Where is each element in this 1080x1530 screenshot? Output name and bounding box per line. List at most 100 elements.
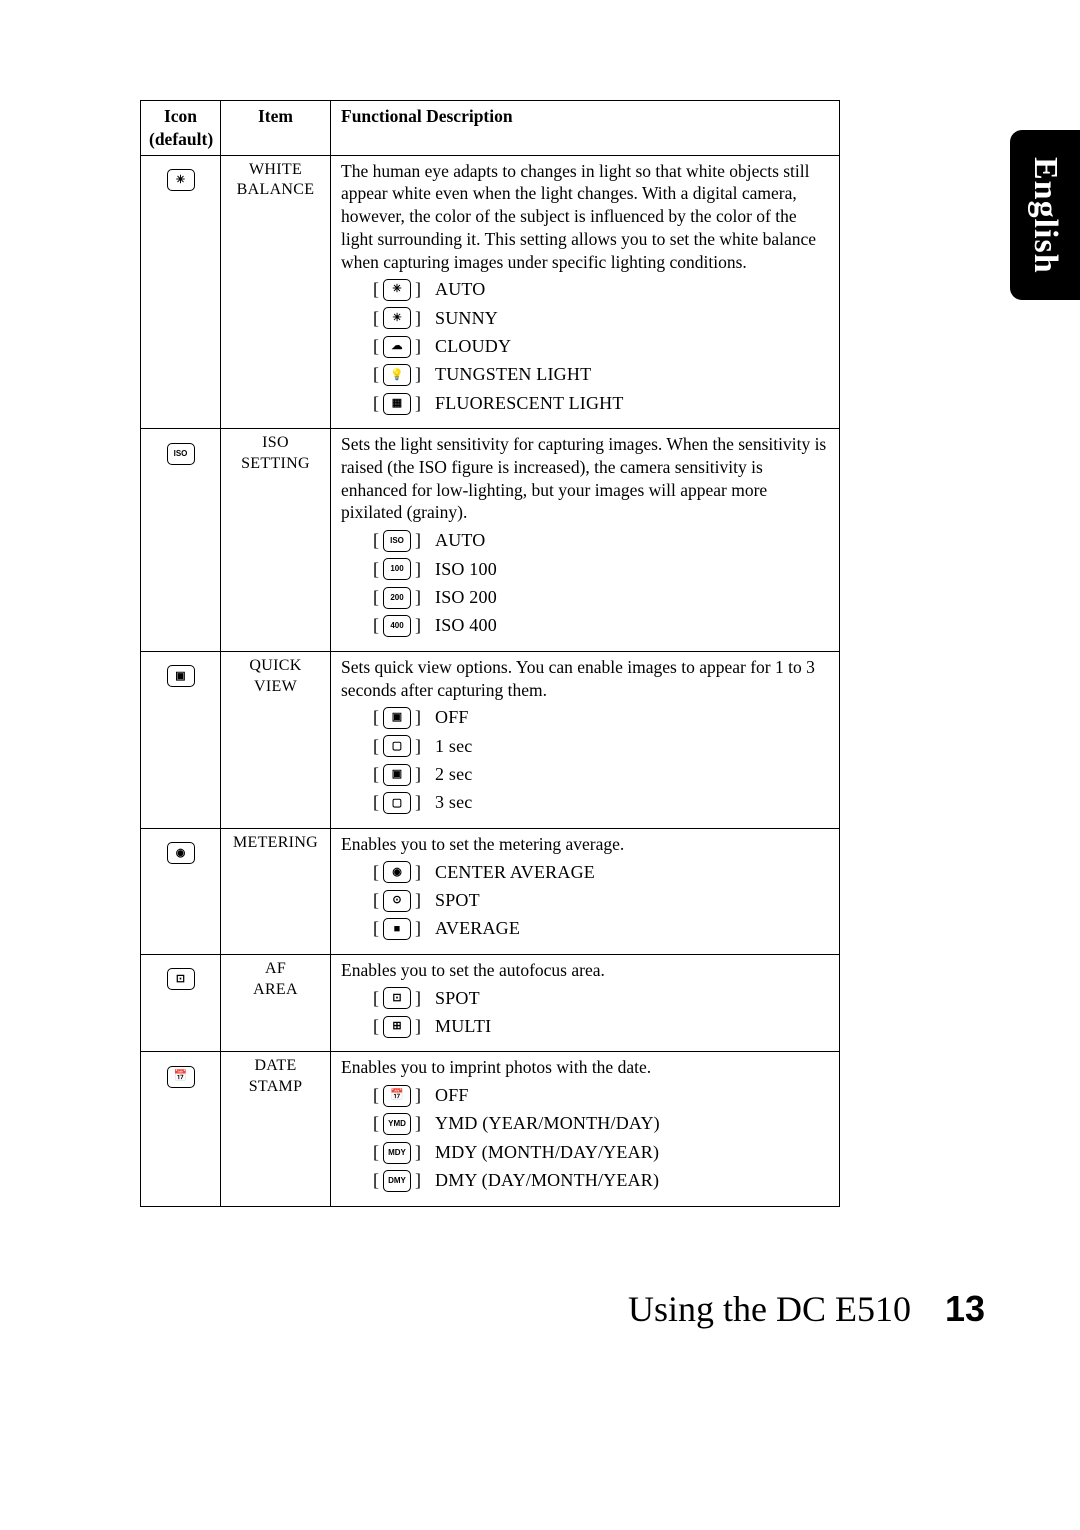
option-row: ▦ FLUORESCENT LIGHT	[373, 392, 829, 415]
option-row: MDY MDY (MONTH/DAY/YEAR)	[373, 1141, 829, 1164]
option-icon-bracket: 200	[373, 586, 421, 609]
option-icon: 400	[383, 615, 411, 637]
row-options: 📅OFFYMDYMD (YEAR/MONTH/DAY)MDYMDY (MONTH…	[373, 1084, 829, 1193]
row-options: ISOAUTO100ISO 100200ISO 200400ISO 400	[373, 529, 829, 638]
option-row: ▢ 3 sec	[373, 791, 829, 814]
row-item-cell: QUICKVIEW	[221, 651, 331, 828]
option-label: OFF	[435, 1084, 469, 1107]
option-label: MULTI	[435, 1015, 491, 1038]
option-label: 2 sec	[435, 763, 472, 786]
option-icon-bracket: ▦	[373, 392, 421, 415]
option-label: AUTO	[435, 278, 485, 301]
row-desc-cell: Enables you to set the metering average.…	[331, 828, 840, 954]
option-icon-bracket: DMY	[373, 1169, 421, 1192]
option-label: CENTER AVERAGE	[435, 861, 595, 884]
option-row: ⊞ MULTI	[373, 1015, 829, 1038]
row-desc-cell: Enables you to set the autofocus area.⊡S…	[331, 954, 840, 1052]
option-icon: 💡	[383, 364, 411, 386]
row-desc-cell: Sets quick view options. You can enable …	[331, 651, 840, 828]
option-icon-bracket: ☁	[373, 335, 421, 358]
option-icon-bracket: ISO	[373, 529, 421, 552]
row-desc-text: Enables you to imprint photos with the d…	[341, 1056, 829, 1079]
option-label: CLOUDY	[435, 335, 511, 358]
option-row: ⊙ SPOT	[373, 889, 829, 912]
row-icon-cell: ⊡	[141, 954, 221, 1052]
option-row: ISO AUTO	[373, 529, 829, 552]
row-desc-cell: Sets the light sensitivity for capturing…	[331, 429, 840, 652]
row-options: ✳ AUTO ☀ SUNNY ☁ CLOUDY 💡 TUNGSTEN LIGHT ▦ FLUORE…	[373, 278, 829, 415]
option-label: SPOT	[435, 889, 480, 912]
option-icon-bracket: 100	[373, 558, 421, 581]
row-desc-text: Enables you to set the metering average.	[341, 833, 829, 856]
option-icon: MDY	[383, 1142, 411, 1164]
option-label: SUNNY	[435, 307, 498, 330]
option-row: 📅 OFF	[373, 1084, 829, 1107]
row-item-cell: DATESTAMP	[221, 1052, 331, 1206]
row-icon-cell: 📅	[141, 1052, 221, 1206]
page-footer: Using the DC E510 13	[0, 1288, 985, 1330]
table-row: ◉METERINGEnables you to set the metering…	[141, 828, 840, 954]
option-label: ISO 100	[435, 558, 497, 581]
option-row: ▣ 2 sec	[373, 763, 829, 786]
row-options: ⊡SPOT ⊞ MULTI	[373, 987, 829, 1039]
settings-table-wrap: Icon (default) Item Functional Descripti…	[140, 100, 840, 1207]
table-row: ⊡ AFAREAEnables you to set the autofocus …	[141, 954, 840, 1052]
option-icon: ⊞	[383, 1016, 411, 1038]
option-icon: ■	[383, 918, 411, 940]
language-tab: English	[1010, 130, 1080, 300]
row-desc-text: Sets the light sensitivity for capturing…	[341, 433, 829, 524]
option-icon: ◉	[383, 861, 411, 883]
option-label: DMY (DAY/MONTH/YEAR)	[435, 1169, 659, 1192]
option-row: 💡 TUNGSTEN LIGHT	[373, 363, 829, 386]
option-icon-bracket: ✳	[373, 278, 421, 301]
row-item-cell: WHITEBALANCE	[221, 155, 331, 429]
option-row: ⊡SPOT	[373, 987, 829, 1010]
option-icon-bracket: ▢	[373, 735, 421, 758]
option-label: MDY (MONTH/DAY/YEAR)	[435, 1141, 659, 1164]
option-icon: ▣	[383, 764, 411, 786]
option-row: ☁ CLOUDY	[373, 335, 829, 358]
row-icon-cell: ISO	[141, 429, 221, 652]
option-icon: DMY	[383, 1170, 411, 1192]
footer-page-number: 13	[945, 1288, 985, 1329]
row-desc-cell: The human eye adapts to changes in light…	[331, 155, 840, 429]
option-row: ◉ CENTER AVERAGE	[373, 861, 829, 884]
option-icon-bracket: ▣	[373, 763, 421, 786]
page: English Icon (default) Item Functional D…	[0, 0, 1080, 1530]
option-label: AUTO	[435, 529, 485, 552]
option-icon: ▢	[383, 792, 411, 814]
option-icon: ⊡	[383, 987, 411, 1009]
option-label: AVERAGE	[435, 917, 520, 940]
option-label: ISO 400	[435, 614, 497, 637]
option-row: 400 ISO 400	[373, 614, 829, 637]
option-label: TUNGSTEN LIGHT	[435, 363, 591, 386]
row-default-icon: ▣	[167, 665, 195, 687]
option-label: OFF	[435, 706, 469, 729]
option-icon-bracket: 📅	[373, 1084, 421, 1107]
settings-table: Icon (default) Item Functional Descripti…	[140, 100, 840, 1207]
row-icon-cell: ✳	[141, 155, 221, 429]
option-icon: ▦	[383, 393, 411, 415]
row-desc-cell: Enables you to imprint photos with the d…	[331, 1052, 840, 1206]
option-icon: 200	[383, 587, 411, 609]
option-label: 3 sec	[435, 791, 472, 814]
row-default-icon: ✳	[167, 169, 195, 191]
language-tab-label: English	[1026, 157, 1064, 274]
option-icon: YMD	[383, 1113, 411, 1135]
table-row: ✳ WHITEBALANCEThe human eye adapts to cha…	[141, 155, 840, 429]
table-header-row: Icon (default) Item Functional Descripti…	[141, 101, 840, 156]
option-label: 1 sec	[435, 735, 472, 758]
option-icon: ✳	[383, 279, 411, 301]
row-icon-cell: ▣	[141, 651, 221, 828]
footer-title: Using the DC E510	[628, 1288, 911, 1330]
row-item-cell: AFAREA	[221, 954, 331, 1052]
option-icon-bracket: ⊙	[373, 889, 421, 912]
col-header-item: Item	[221, 101, 331, 156]
row-icon-cell: ◉	[141, 828, 221, 954]
option-icon-bracket: ⊞	[373, 1015, 421, 1038]
option-row: 100 ISO 100	[373, 558, 829, 581]
option-icon: ☀	[383, 307, 411, 329]
row-default-icon: ⊡	[167, 968, 195, 990]
option-label: FLUORESCENT LIGHT	[435, 392, 624, 415]
row-desc-text: Sets quick view options. You can enable …	[341, 656, 829, 702]
